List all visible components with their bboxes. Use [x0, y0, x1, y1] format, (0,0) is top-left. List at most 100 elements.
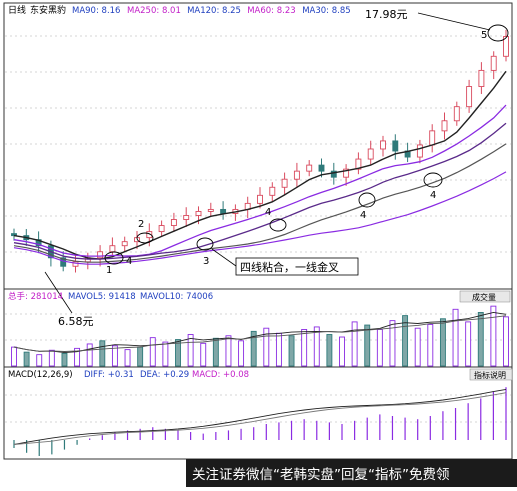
volume-bar [301, 329, 308, 367]
candle-body [220, 208, 227, 214]
volume-bar [11, 346, 17, 367]
candle-body [503, 36, 509, 57]
volume-bar [313, 326, 320, 367]
volume-bar [86, 343, 93, 367]
macd-value-label: MACD: +0.08 [192, 370, 249, 380]
candle-body [97, 251, 104, 259]
marker-label: 1 [106, 265, 112, 276]
price-panel-frame [3, 2, 513, 290]
macd-lines [13, 388, 507, 445]
volume-bar [23, 351, 30, 367]
candle-body [478, 69, 485, 87]
candle-body [121, 241, 128, 247]
candle-body [416, 144, 423, 158]
indicator-help-tab[interactable] [469, 368, 513, 381]
volume-bar [61, 352, 68, 367]
marker-label: 4 [265, 207, 271, 218]
volume-bar [452, 308, 459, 367]
candle-body [330, 170, 337, 178]
candle-body [183, 215, 190, 220]
ma-legend-item: MA120: 8.25 [187, 6, 241, 16]
volume-bar [162, 341, 169, 367]
volume-bar [111, 345, 118, 367]
volume-bar [427, 323, 434, 367]
volume-bar [212, 337, 219, 367]
volume-bar [477, 312, 484, 367]
volume-ma-lines [13, 311, 507, 354]
marker-circle [423, 172, 443, 188]
period-label: 日线 [8, 4, 26, 16]
pointer-line [44, 271, 73, 314]
volume-bar [402, 315, 409, 367]
volume-bar [389, 320, 396, 367]
marker-circle [196, 237, 214, 251]
marker-label: 2 [138, 219, 144, 230]
pointer-line [211, 248, 237, 267]
volume-ma-line [13, 315, 507, 352]
volume-bar [364, 324, 371, 367]
volume-bar [200, 342, 207, 367]
volume-bar [465, 321, 472, 367]
volume-bar [288, 335, 295, 367]
marker-circle [487, 24, 509, 42]
ma-legend-item: MA30: 8.85 [302, 6, 350, 16]
candle-body [281, 178, 288, 188]
mavol10-label: MAVOL10: 74006 [140, 292, 213, 302]
crossover-note-box [235, 257, 359, 276]
marker-label: 4 [126, 256, 132, 267]
low-price-label: 6.58元 [58, 315, 94, 328]
candle-body [293, 170, 300, 180]
candle-body [306, 164, 313, 172]
candle-body [257, 194, 263, 204]
volume-bar [149, 337, 156, 367]
marker-label: 4 [430, 190, 436, 201]
volume-bar [175, 339, 181, 367]
volume-tab-label: 成交量 [472, 292, 496, 302]
ma-legend: MA90: 8.16 MA250: 8.01 MA120: 8.25 MA60: 8.… [72, 6, 351, 16]
volume-bar [414, 327, 421, 367]
pointer-line [417, 12, 491, 31]
macd-params-label: MACD(12,26,9) [8, 370, 73, 380]
volume-bar [74, 347, 81, 367]
volume-bar [225, 335, 232, 367]
candle-body [466, 86, 473, 108]
candle-body [72, 261, 79, 267]
candle-body [429, 130, 436, 146]
marker-circle [269, 218, 287, 232]
volume-bar [439, 318, 446, 367]
volume-bar [238, 340, 245, 367]
stock-name: 东安黑豹 [30, 4, 66, 16]
volume-bar [351, 321, 358, 367]
candle-body [453, 106, 460, 122]
candle-body [195, 210, 202, 216]
marker-label: 4 [360, 210, 366, 221]
volume-bar [326, 334, 333, 367]
grid-lines [5, 35, 511, 423]
volume-bar [124, 349, 131, 367]
candle-body [207, 208, 214, 212]
candle-body [367, 148, 374, 160]
volume-bar [36, 354, 43, 367]
volume-bar [275, 332, 282, 367]
ma-line [13, 143, 507, 263]
volume-tab[interactable] [459, 290, 511, 303]
candle-body [158, 225, 165, 233]
macd-dea-label: DEA: +0.29 [140, 370, 189, 380]
candle-body [269, 186, 276, 196]
volume-bar [137, 346, 144, 367]
annotations: 1 2 3 4 4 4 4 5 17.98元 6.58元 四线粘合，一线金叉 [44, 8, 509, 328]
candle-body [318, 164, 325, 172]
high-price-label: 17.98元 [365, 8, 408, 21]
candle-body [441, 120, 448, 132]
ma-lines [13, 70, 507, 265]
volume-bar [376, 329, 383, 367]
ma-line [13, 122, 507, 260]
volume-bar [339, 336, 345, 367]
candle-body [146, 231, 153, 239]
volume-bar [99, 340, 106, 367]
marker-circle [358, 192, 376, 208]
indicator-help-label: 指标说明 [474, 370, 506, 380]
volume-total-label: 总手: 281014 [8, 291, 63, 302]
